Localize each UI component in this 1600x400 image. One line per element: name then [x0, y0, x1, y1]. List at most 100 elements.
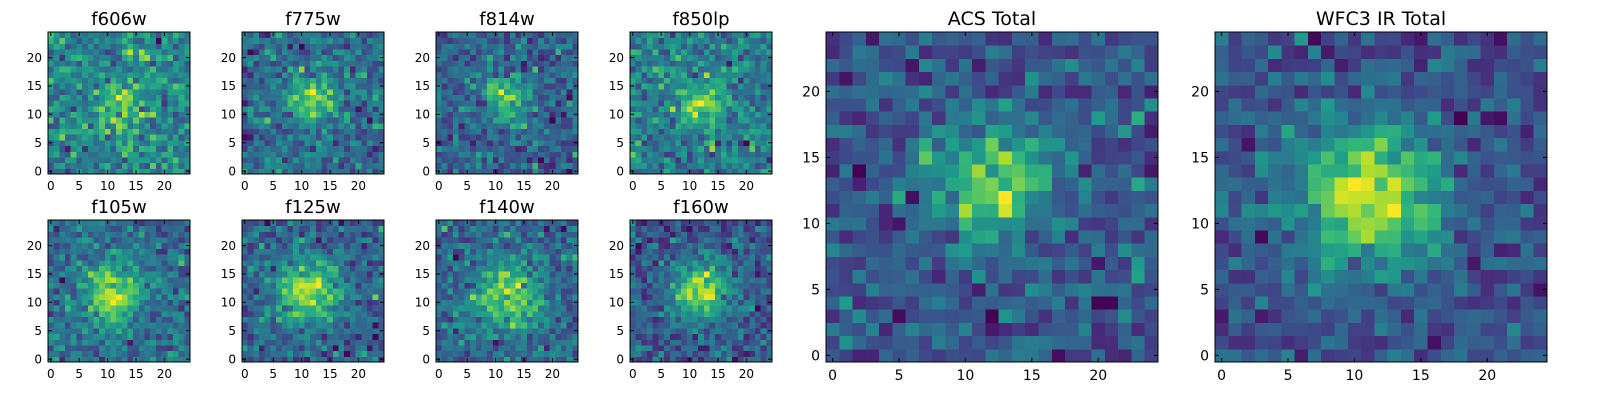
heatmap-cell	[167, 151, 174, 158]
heatmap-cell	[82, 350, 89, 357]
heatmap-cell	[549, 254, 556, 261]
heatmap-cell	[664, 66, 671, 73]
heatmap-cell	[65, 145, 72, 152]
heatmap-cell	[321, 54, 328, 61]
heatmap-cell	[754, 145, 762, 152]
heatmap-cell	[87, 162, 94, 169]
heatmap-cell	[298, 111, 305, 118]
heatmap-cell	[247, 225, 254, 232]
heatmap-cell	[144, 100, 151, 107]
heatmap-cell	[99, 254, 106, 261]
heatmap-cell	[458, 139, 465, 147]
heatmap-cell	[555, 288, 562, 295]
heatmap-cell	[70, 293, 77, 301]
heatmap-cell	[692, 350, 699, 357]
heatmap-cell	[675, 134, 682, 141]
heatmap-cell	[549, 231, 556, 238]
heatmap-cell	[155, 310, 163, 318]
heatmap-cell	[116, 71, 123, 78]
heatmap-cell	[59, 293, 66, 301]
heatmap-cell	[504, 105, 511, 113]
heatmap-cell	[698, 54, 705, 61]
heatmap-cell	[344, 49, 351, 56]
heatmap-cell	[121, 122, 129, 130]
heatmap-cell	[315, 105, 323, 113]
heatmap-cell	[281, 77, 288, 84]
heatmap-cell	[703, 168, 711, 175]
heatmap-cell	[538, 316, 545, 323]
heatmap-cell	[264, 54, 271, 61]
heatmap-cell	[121, 305, 129, 312]
heatmap-cell	[349, 60, 357, 67]
heatmap-cell	[298, 327, 305, 335]
heatmap-cell	[304, 139, 311, 147]
heatmap-cell	[366, 231, 374, 238]
heatmap-cell	[144, 242, 151, 249]
heatmap-cell	[698, 83, 705, 90]
heatmap-cell	[253, 259, 260, 266]
heatmap-cell	[76, 276, 83, 283]
heatmap-cell	[566, 271, 573, 278]
heatmap-cell	[720, 316, 728, 323]
heatmap-cell	[349, 327, 357, 335]
heatmap-cell	[743, 100, 750, 107]
heatmap-cell	[298, 134, 305, 141]
heatmap-cell	[161, 60, 168, 67]
heatmap-cell	[475, 128, 482, 135]
heatmap-cell	[686, 60, 693, 67]
heatmap-cell	[276, 248, 283, 255]
heatmap-cell	[647, 105, 654, 113]
heatmap-cell	[686, 293, 693, 301]
heatmap-cell	[566, 71, 573, 78]
heatmap-cell	[247, 145, 254, 152]
heatmap-cell	[464, 254, 471, 261]
heatmap-cell	[76, 293, 83, 301]
heatmap-cell	[310, 128, 317, 135]
heatmap-cell	[327, 225, 334, 232]
heatmap-cell	[161, 242, 168, 249]
heatmap-cell	[647, 327, 654, 335]
heatmap-cell	[167, 156, 174, 164]
heatmap-cell	[509, 231, 517, 238]
heatmap-cell	[509, 32, 517, 39]
heatmap-cell	[698, 322, 705, 329]
heatmap-cell	[436, 350, 443, 357]
heatmap-cell	[70, 49, 77, 56]
heatmap-cell	[504, 60, 511, 67]
heatmap-cell	[338, 350, 345, 357]
heatmap-cell	[104, 66, 111, 73]
heatmap-cell	[566, 350, 573, 357]
heatmap-cell	[366, 271, 374, 278]
heatmap-cell	[560, 327, 568, 335]
heatmap-cell	[276, 350, 283, 357]
heatmap-cell	[298, 333, 305, 340]
heatmap-cell	[378, 71, 385, 78]
heatmap-cell	[178, 350, 185, 357]
heatmap-cell	[59, 37, 66, 44]
heatmap-cell	[264, 111, 271, 118]
heatmap-cell	[447, 276, 454, 283]
heatmap-cell	[59, 316, 66, 323]
heatmap-cell	[675, 276, 682, 283]
heatmap-cell	[487, 49, 494, 56]
heatmap-cell	[349, 37, 357, 44]
heatmap-cell	[549, 299, 556, 306]
heatmap-cell	[543, 49, 551, 56]
heatmap-cell	[566, 344, 573, 352]
heatmap-cell	[743, 60, 750, 67]
heatmap-cell	[458, 66, 465, 73]
heatmap-cell	[715, 156, 722, 164]
heatmap-cell	[692, 54, 699, 61]
heatmap-cell	[104, 271, 111, 278]
heatmap-cell	[566, 151, 573, 158]
heatmap-cell	[543, 32, 551, 39]
heatmap-cell	[332, 94, 340, 101]
heatmap-cell	[635, 54, 642, 61]
heatmap-cell	[304, 128, 311, 135]
heatmap-cell	[332, 71, 340, 78]
heatmap-cell	[743, 339, 750, 346]
heatmap-cell	[555, 111, 562, 118]
heatmap-cell	[264, 37, 271, 44]
heatmap-cell	[349, 282, 357, 289]
heatmap-cell	[298, 288, 305, 295]
